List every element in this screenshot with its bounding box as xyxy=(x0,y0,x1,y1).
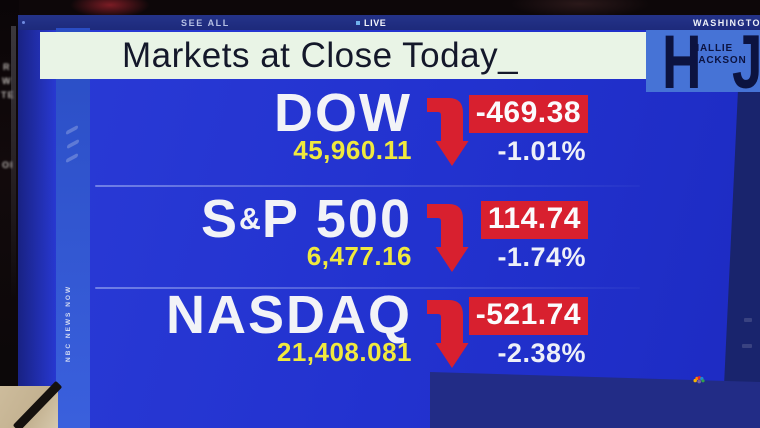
studio-background xyxy=(0,0,760,16)
index-name: NASDAQ xyxy=(165,285,412,345)
bug-letter-j: J xyxy=(732,30,760,92)
see-all-label: SEE ALL xyxy=(181,18,230,28)
change-percent: -2.38% xyxy=(497,338,586,368)
network-vertical-label: NBC NEWS NOW xyxy=(65,284,72,362)
change-percent: -1.01% xyxy=(497,136,586,166)
studio-light-glow xyxy=(510,0,650,18)
studio-light-glow xyxy=(70,0,150,18)
market-row-sp500: S&P 500 6,477.16 114.74 -1.74% xyxy=(90,188,730,290)
change-column: 114.74 -1.74% xyxy=(455,201,588,273)
market-row-dow: DOW 45,960.11 -469.38 -1.01% xyxy=(90,82,730,184)
bug-letter-h: H xyxy=(662,30,702,92)
graphic-blue-panel xyxy=(18,15,760,428)
bullet-dot-icon xyxy=(22,21,25,24)
background-text-fragment: W xyxy=(2,76,12,86)
nbc-news-now-logo-mark xyxy=(66,124,80,198)
change-column: -469.38 -1.01% xyxy=(455,95,588,167)
market-row-nasdaq: NASDAQ 21,408.081 -521.74 -2.38% xyxy=(90,284,730,386)
index-name: DOW xyxy=(274,83,412,143)
nbc-peacock-icon xyxy=(693,376,705,384)
headline-band: Markets at Close Today_ xyxy=(40,32,648,79)
nbc-side-strip: NBC NEWS NOW xyxy=(56,28,90,428)
change-badge: -469.38 xyxy=(468,95,588,133)
row-divider xyxy=(95,287,640,289)
change-percent: -1.74% xyxy=(497,242,586,272)
studio-left-background: R W TE OI xyxy=(0,0,19,428)
background-text-fragment: R xyxy=(3,62,11,72)
background-text-fragment: TE xyxy=(1,90,15,100)
host-name: HALLIE JACKSON xyxy=(692,43,747,66)
screen-edge-shadow xyxy=(18,30,58,428)
index-last-value: 6,477.16 xyxy=(306,241,412,271)
down-arrow-icon xyxy=(427,204,469,272)
index-last-value: 45,960.11 xyxy=(293,135,412,165)
down-arrow-icon xyxy=(427,300,469,368)
live-label: LIVE xyxy=(364,18,387,28)
monitor-bezel-edge xyxy=(11,26,16,366)
screen-bottom-dark-band xyxy=(430,372,760,428)
change-column: -521.74 -2.38% xyxy=(455,297,588,369)
change-badge: -521.74 xyxy=(468,297,588,335)
index-last-value: 21,408.081 xyxy=(276,337,412,367)
row-divider xyxy=(95,185,640,187)
live-indicator-icon xyxy=(356,21,360,25)
change-badge: 114.74 xyxy=(480,201,588,239)
page-title: Markets at Close Today_ xyxy=(122,35,519,75)
down-arrow-icon xyxy=(427,98,469,166)
index-name: S&P 500 xyxy=(200,189,412,249)
background-text-fragment: OI xyxy=(2,160,14,170)
hallie-jackson-show-bug: H J HALLIE JACKSON xyxy=(646,30,760,92)
